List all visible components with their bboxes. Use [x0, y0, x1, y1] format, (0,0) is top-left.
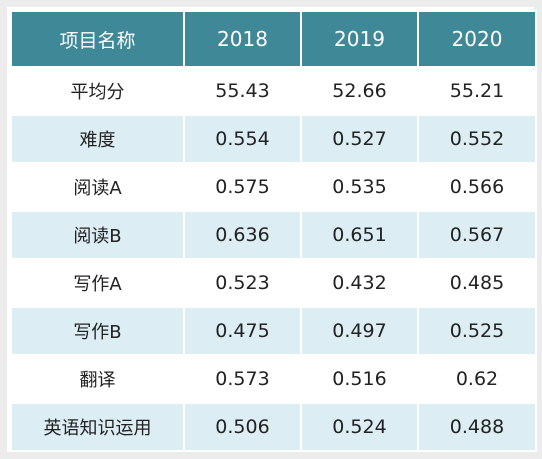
table-row: 平均分 55.43 52.66 55.21	[10, 66, 537, 116]
cell-2020: 0.62	[417, 354, 537, 404]
cell-2020: 0.566	[417, 162, 537, 212]
column-header-2020: 2020	[417, 10, 537, 68]
row-label: 写作A	[10, 258, 185, 308]
row-label: 英语知识运用	[10, 402, 185, 452]
cell-2018: 0.523	[183, 258, 302, 308]
table-row: 阅读A 0.575 0.535 0.566	[10, 162, 537, 212]
cell-2020: 0.552	[417, 114, 537, 164]
row-label: 难度	[10, 114, 185, 164]
cell-2020: 0.485	[417, 258, 537, 308]
table-row: 阅读B 0.636 0.651 0.567	[10, 210, 537, 260]
row-label: 阅读A	[10, 162, 185, 212]
cell-2018: 0.575	[183, 162, 302, 212]
cell-2020: 0.525	[417, 306, 537, 356]
column-header-2018: 2018	[183, 10, 302, 68]
column-header-2019: 2019	[300, 10, 419, 68]
table-row: 写作B 0.475 0.497 0.525	[10, 306, 537, 356]
cell-2019: 0.497	[300, 306, 419, 356]
column-header-item-name: 项目名称	[10, 10, 185, 68]
cell-2020: 0.488	[417, 402, 537, 452]
row-label: 平均分	[10, 66, 185, 116]
row-label: 阅读B	[10, 210, 185, 260]
cell-2019: 52.66	[300, 66, 419, 116]
row-label: 翻译	[10, 354, 185, 404]
table-row: 难度 0.554 0.527 0.552	[10, 114, 537, 164]
cell-2018: 0.554	[183, 114, 302, 164]
cell-2018: 55.43	[183, 66, 302, 116]
cell-2019: 0.651	[300, 210, 419, 260]
stats-table: 项目名称 2018 2019 2020 平均分 55.43 52.66 55.2…	[10, 10, 537, 452]
cell-2019: 0.432	[300, 258, 419, 308]
cell-2019: 0.524	[300, 402, 419, 452]
table-row: 写作A 0.523 0.432 0.485	[10, 258, 537, 308]
cell-2020: 0.567	[417, 210, 537, 260]
cell-2018: 0.573	[183, 354, 302, 404]
cell-2019: 0.516	[300, 354, 419, 404]
table-row: 翻译 0.573 0.516 0.62	[10, 354, 537, 404]
header-row: 项目名称 2018 2019 2020	[10, 10, 537, 68]
cell-2020: 55.21	[417, 66, 537, 116]
cell-2019: 0.527	[300, 114, 419, 164]
table-frame: 项目名称 2018 2019 2020 平均分 55.43 52.66 55.2…	[7, 7, 537, 452]
cell-2018: 0.506	[183, 402, 302, 452]
cell-2019: 0.535	[300, 162, 419, 212]
cell-2018: 0.475	[183, 306, 302, 356]
row-label: 写作B	[10, 306, 185, 356]
table-row: 英语知识运用 0.506 0.524 0.488	[10, 402, 537, 452]
cell-2018: 0.636	[183, 210, 302, 260]
